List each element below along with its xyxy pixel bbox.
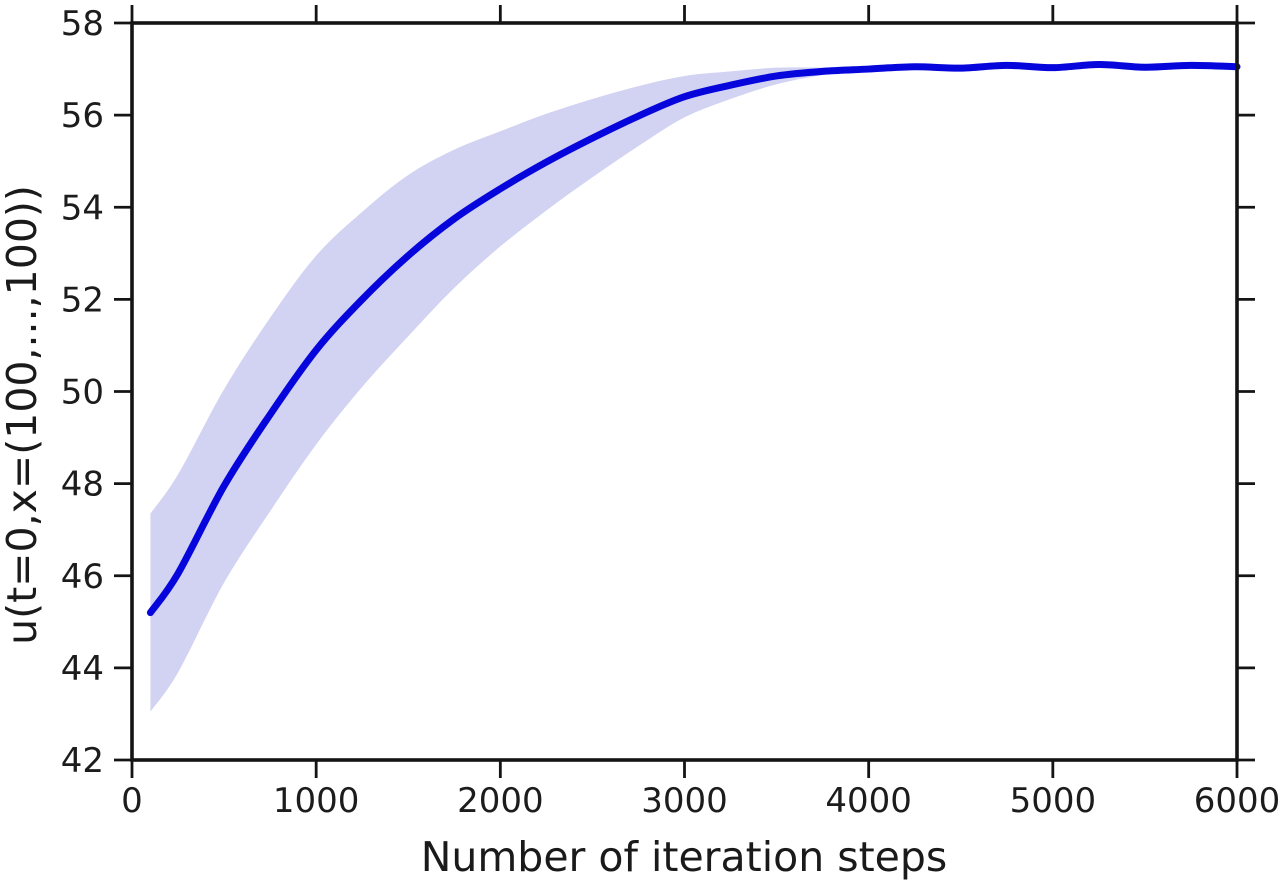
- x-axis-label: Number of iteration steps: [421, 833, 948, 881]
- y-tick-label: 44: [61, 649, 104, 689]
- x-tick-label: 6000: [1194, 781, 1280, 821]
- y-tick-label: 54: [61, 188, 104, 228]
- y-tick-label: 52: [61, 280, 104, 320]
- y-tick-label: 56: [61, 96, 104, 136]
- x-tick-label: 0: [121, 781, 143, 821]
- confidence-band: [150, 67, 869, 712]
- x-tick-label: 5000: [1010, 781, 1097, 821]
- axis-ticks: [114, 5, 1255, 778]
- mean-line-path: [146, 60, 1241, 617]
- axis-tick-labels: 0 1000 2000 3000 4000 5000 6000 42 44 46 48 50 52 54 5…: [61, 4, 1280, 821]
- y-tick-label: 58: [61, 4, 104, 44]
- mean-line: [146, 60, 1241, 617]
- x-tick-label: 4000: [825, 781, 912, 821]
- x-tick-label: 2000: [457, 781, 544, 821]
- confidence-band-area: [150, 67, 869, 712]
- y-tick-label: 48: [61, 465, 104, 505]
- y-tick-label: 46: [61, 557, 104, 597]
- y-axis-label: u(t=0,x=(100,...,100)): [0, 185, 46, 645]
- y-tick-label: 42: [61, 741, 104, 781]
- y-tick-label: 50: [61, 373, 104, 413]
- x-tick-label: 1000: [273, 781, 360, 821]
- x-tick-label: 3000: [641, 781, 728, 821]
